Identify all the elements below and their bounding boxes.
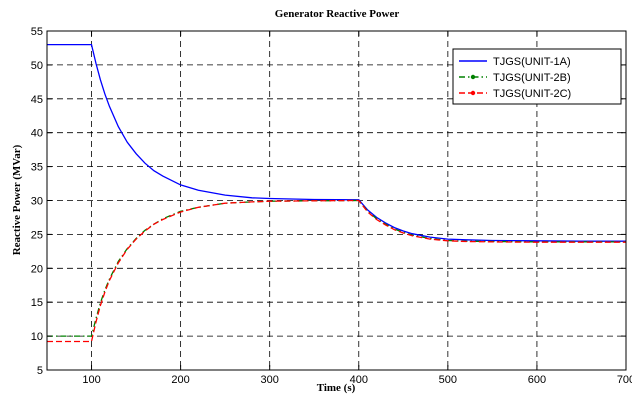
legend-label-2: TJGS(UNIT-2B) xyxy=(493,72,571,84)
x-tick-label: 600 xyxy=(528,374,546,386)
y-tick-label: 35 xyxy=(31,162,43,174)
y-tick-label: 10 xyxy=(31,331,43,343)
y-tick-label: 30 xyxy=(31,196,43,208)
chart-title: Generator Reactive Power xyxy=(275,8,400,20)
y-tick-label: 55 xyxy=(31,26,43,38)
legend: TJGS(UNIT-1A) TJGS(UNIT-2B) TJGS(UNIT-2C) xyxy=(452,48,622,105)
y-tick-label: 50 xyxy=(31,60,43,72)
y-tick-label: 25 xyxy=(31,229,43,241)
series-line-3 xyxy=(47,199,626,343)
legend-label-1: TJGS(UNIT-1A) xyxy=(493,56,571,68)
y-tick-label: 45 xyxy=(31,94,43,106)
series-layer xyxy=(47,43,626,343)
legend-marker-3 xyxy=(470,90,476,96)
x-tick-label: 100 xyxy=(82,374,100,386)
y-tick-label: 5 xyxy=(37,365,43,377)
y-tick-label: 20 xyxy=(31,263,43,275)
legend-marker-2 xyxy=(470,74,476,80)
axis-ticks: 100 200 300 400 500 600 700 5 10 15 20 25 30 35 40 45 50… xyxy=(31,26,632,386)
x-tick-label: 500 xyxy=(439,374,457,386)
x-tick-label: 400 xyxy=(350,374,368,386)
y-tick-label: 15 xyxy=(31,297,43,309)
series-line-1 xyxy=(47,43,626,242)
legend-box xyxy=(452,48,622,105)
y-tick-label: 40 xyxy=(31,128,43,140)
y-axis-label: Reactive Power (MVar) xyxy=(11,144,23,255)
x-tick-label: 200 xyxy=(171,374,189,386)
legend-label-3: TJGS(UNIT-2C) xyxy=(493,88,571,100)
x-tick-label: 700 xyxy=(617,374,632,386)
x-axis-label: Time (s) xyxy=(317,382,356,394)
x-tick-label: 300 xyxy=(261,374,279,386)
